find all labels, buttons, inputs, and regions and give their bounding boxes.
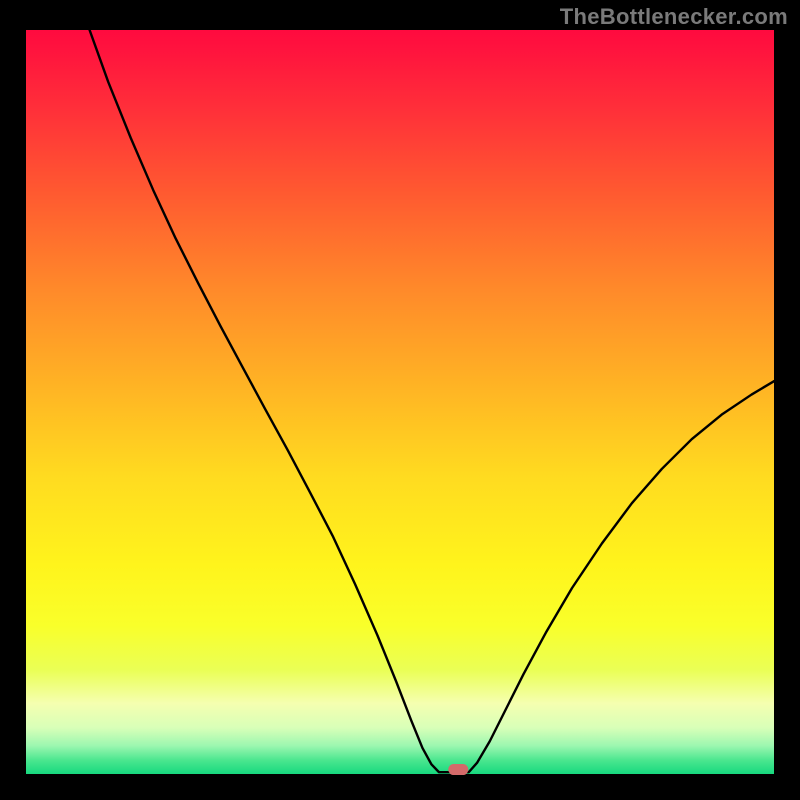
watermark-text: TheBottlenecker.com <box>560 4 788 30</box>
minimum-marker <box>449 764 468 776</box>
chart-background <box>26 30 774 774</box>
bottleneck-chart <box>26 30 774 774</box>
frame: TheBottlenecker.com <box>0 0 800 800</box>
